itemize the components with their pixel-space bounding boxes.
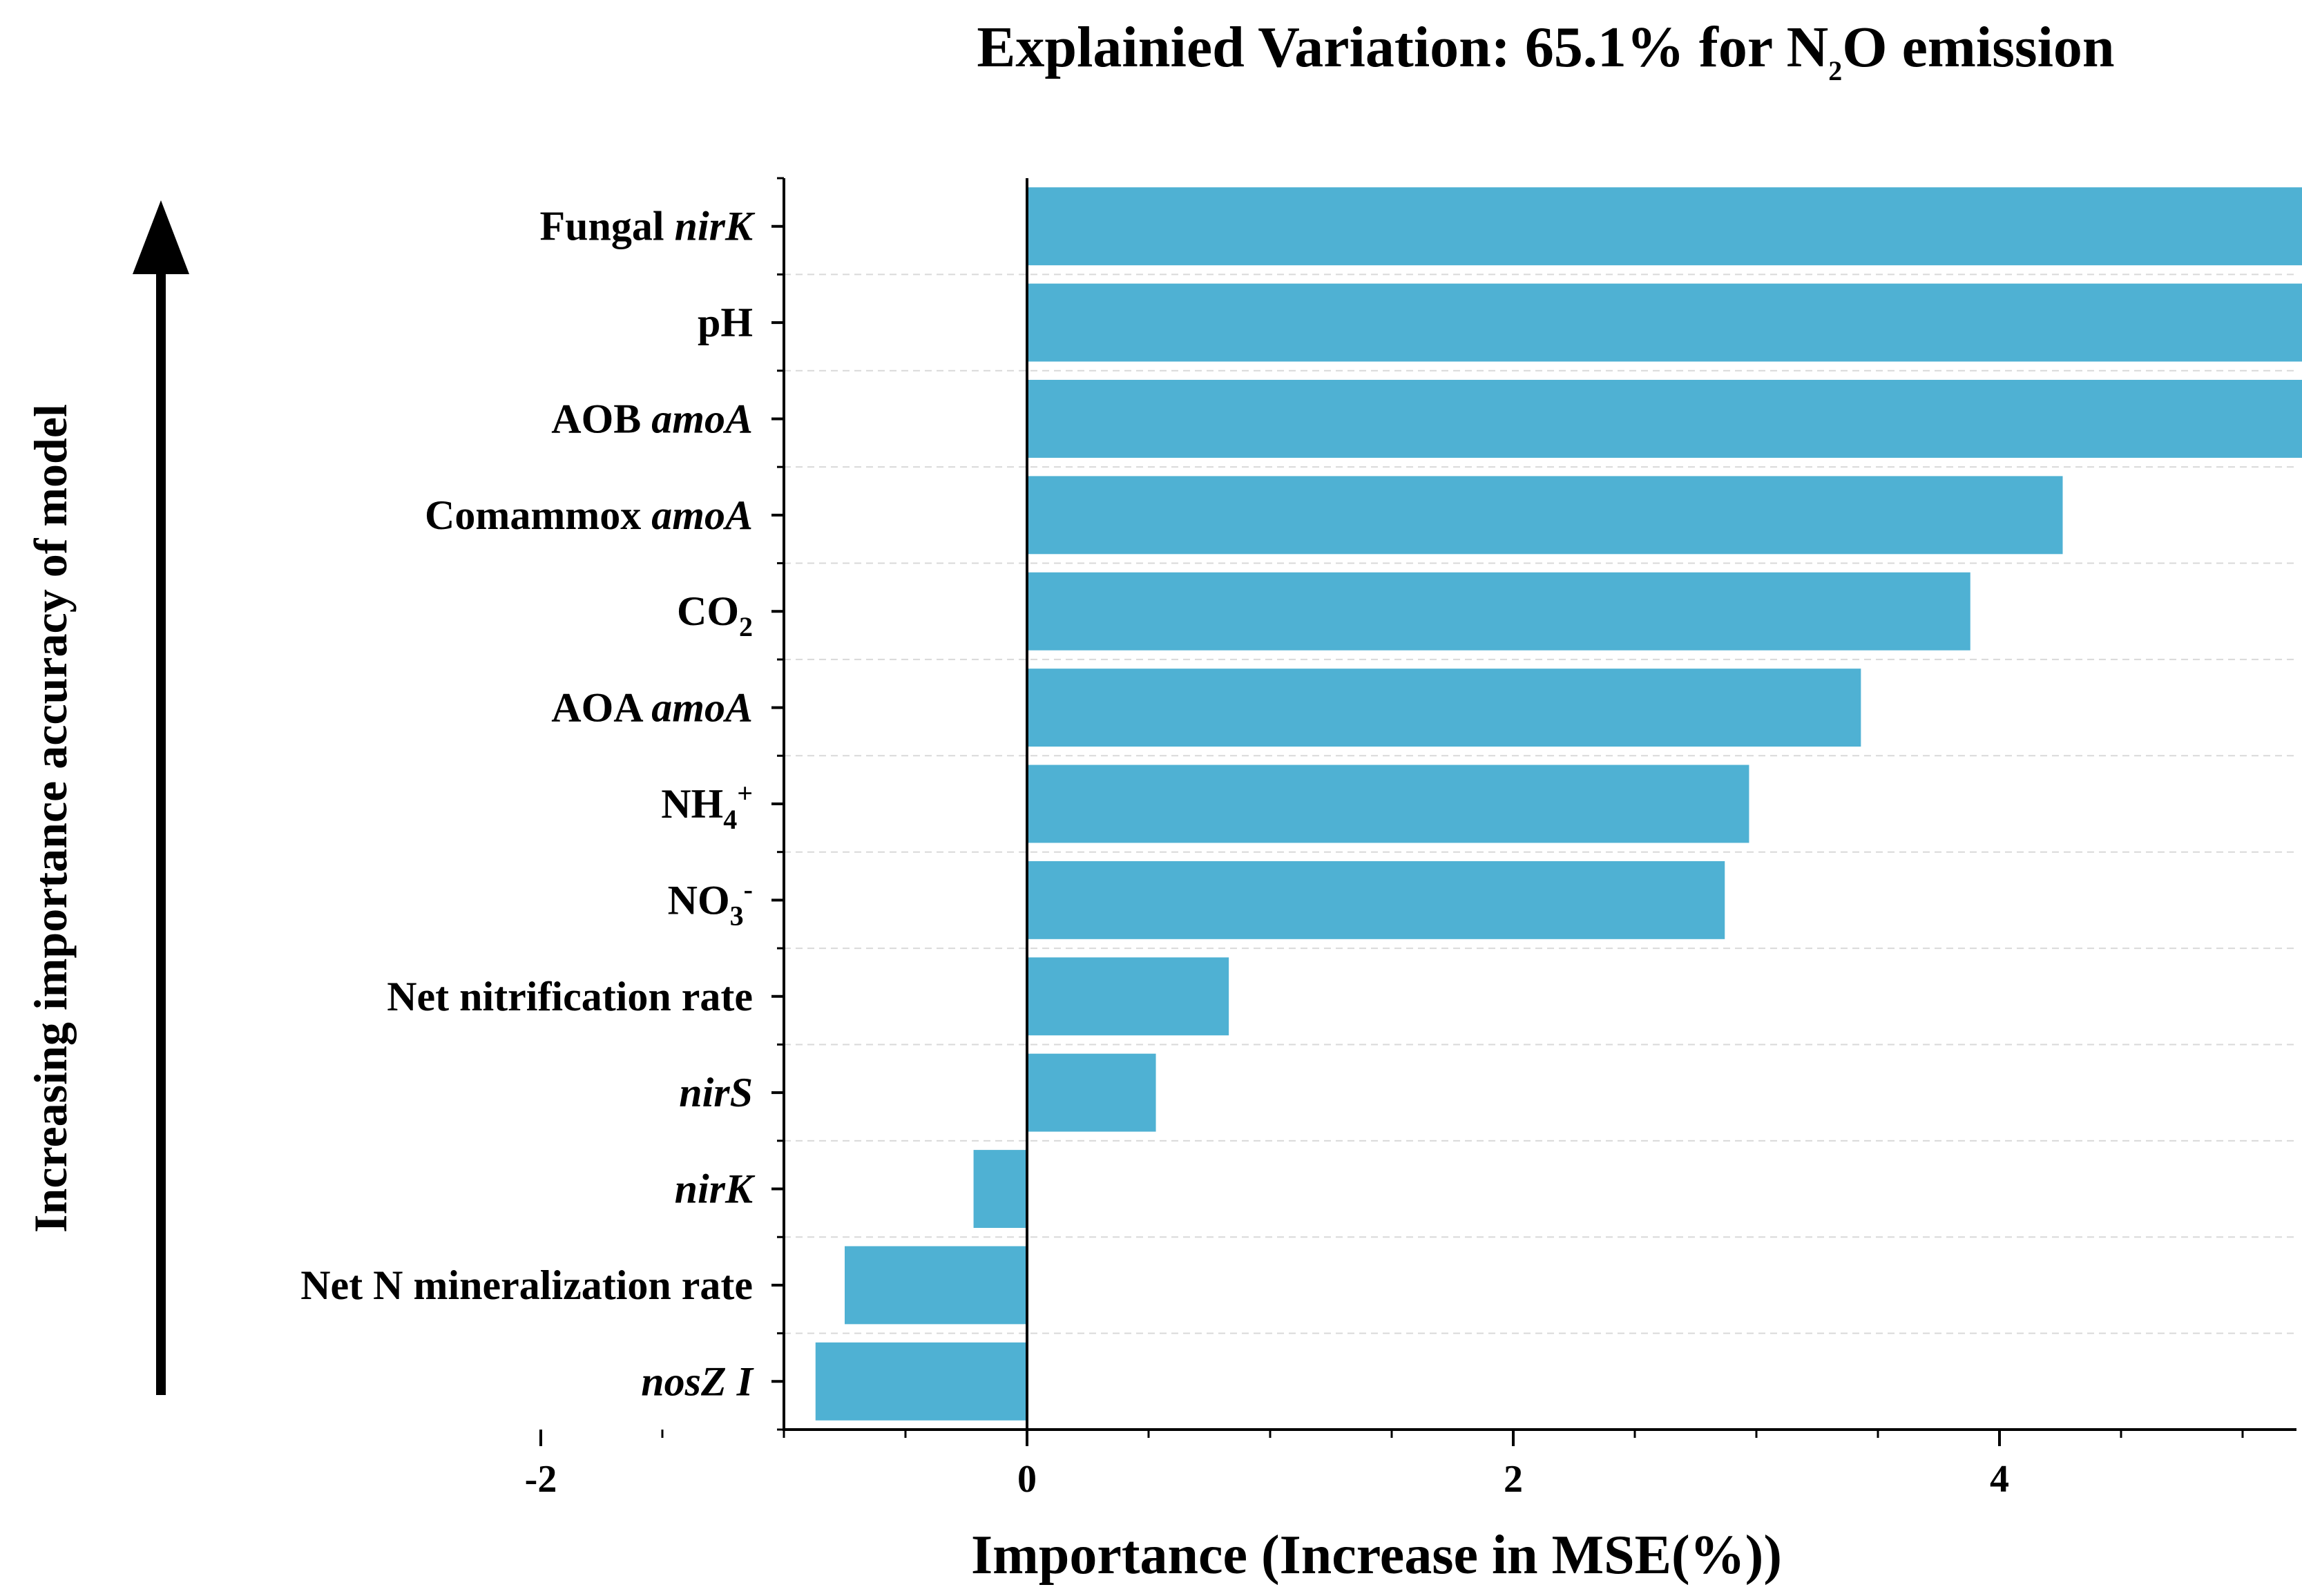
x-tick-label: 4 [1990, 1458, 2009, 1501]
bar [1027, 283, 2302, 362]
bar [1027, 861, 1725, 939]
bar [1027, 669, 1861, 747]
bar [973, 1150, 1027, 1228]
category-label: AOA amoA [551, 685, 753, 731]
x-tick-labels: -20246810 [525, 1458, 2009, 1501]
category-label: NH4+ [661, 778, 753, 835]
importance-arrow [133, 200, 189, 1395]
bar [1027, 380, 2302, 458]
category-label: pH [698, 300, 753, 345]
category-label: nosZ I [641, 1358, 754, 1404]
category-labels: Fungal nirK pH AOB amoA Comammox amoA CO2 AOA… [300, 204, 756, 1405]
x-tick-label: 2 [1504, 1458, 1523, 1501]
category-label: NO3- [668, 874, 753, 931]
category-label: Fungal nirK [540, 204, 756, 249]
gridlines [784, 273, 2296, 1334]
category-label: Net N mineralization rate [300, 1262, 753, 1308]
y-axis-label: Increasing importance accuracy of model [24, 404, 77, 1233]
x-tick-label: -2 [525, 1458, 557, 1501]
bars-group [815, 187, 2302, 1421]
bar [845, 1246, 1027, 1325]
bar [1027, 187, 2302, 266]
bar [815, 1342, 1027, 1421]
bar [1027, 1053, 1156, 1132]
category-label: Comammox amoA [425, 492, 753, 538]
category-label: nirS [679, 1070, 753, 1115]
bar [1027, 476, 2063, 555]
x-tick-label: 0 [1017, 1458, 1037, 1501]
bar [1027, 765, 1749, 843]
category-label: nirK [675, 1166, 756, 1212]
category-label: CO2 [677, 588, 753, 642]
bar [1027, 572, 1970, 651]
category-label: Net nitrification rate [387, 974, 753, 1019]
x-axis-label: Importance (Increase in MSE(%)) [971, 1525, 1782, 1586]
chart-title: Explainied Variation: 65.1% for N2O emis… [977, 15, 2114, 86]
bar [1027, 957, 1229, 1036]
axes [539, 177, 2296, 1446]
arrow-head-icon [133, 200, 189, 274]
category-label: AOB amoA [551, 396, 753, 441]
